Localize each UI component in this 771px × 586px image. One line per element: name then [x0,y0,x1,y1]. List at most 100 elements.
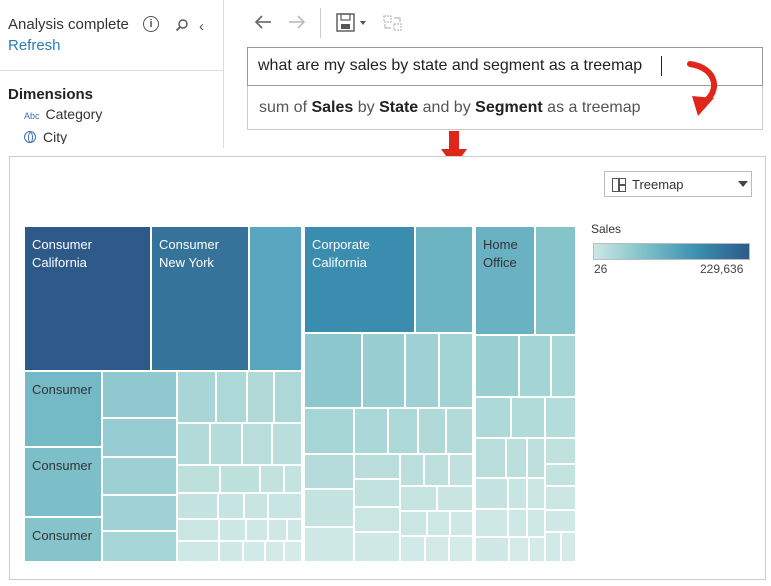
treemap-tile[interactable] [519,335,551,397]
treemap-tile[interactable] [475,397,511,438]
treemap-tile[interactable] [561,532,576,562]
treemap-tile[interactable] [243,541,265,562]
treemap-tile[interactable] [388,408,418,454]
treemap-tile[interactable] [418,408,446,454]
treemap-tile[interactable] [545,510,576,532]
treemap-tile[interactable] [102,371,177,418]
treemap-tile[interactable] [450,511,473,536]
treemap-tile[interactable] [475,335,519,397]
treemap-tile[interactable]: Consumer [24,447,102,517]
treemap-tile[interactable] [177,371,216,423]
treemap-tile[interactable] [220,465,260,493]
info-icon[interactable]: i [143,16,159,32]
treemap-tile[interactable] [425,536,449,562]
treemap-tile[interactable] [274,371,302,423]
treemap-tile[interactable] [508,509,527,537]
treemap-tile[interactable] [424,454,449,486]
treemap-tile[interactable] [545,397,576,438]
ask-data-input[interactable] [247,47,763,86]
treemap-tile[interactable] [449,536,473,562]
refresh-link[interactable]: Refresh [8,37,61,54]
treemap-tile[interactable] [545,486,576,510]
back-arrow-icon[interactable] [253,14,273,30]
treemap-tile[interactable] [529,537,545,562]
treemap-tile[interactable] [246,519,268,541]
treemap-tile[interactable] [218,493,244,519]
treemap-tile[interactable] [177,493,218,519]
treemap-tile[interactable] [508,478,527,509]
treemap-tile[interactable] [475,478,508,509]
treemap-tile[interactable] [551,335,576,397]
treemap-tile[interactable] [437,486,473,511]
treemap-tile[interactable] [242,423,272,465]
swap-icon[interactable] [382,13,404,33]
treemap-tile[interactable] [304,527,354,562]
treemap-tile[interactable] [177,465,220,493]
treemap-tile[interactable] [219,519,246,541]
treemap-tile[interactable] [177,423,210,465]
treemap-tile[interactable] [102,457,177,495]
treemap-tile[interactable] [268,519,287,541]
treemap-tile[interactable] [354,408,388,454]
treemap-tile[interactable] [475,509,508,537]
treemap-tile[interactable]: Consumer New York [151,226,249,371]
treemap-tile[interactable] [247,371,274,423]
treemap-tile[interactable] [511,397,545,438]
treemap-tile[interactable] [509,537,529,562]
treemap-tile[interactable]: Consumer [24,371,102,447]
viz-type-dropdown[interactable] [604,171,752,197]
treemap-tile[interactable] [177,519,219,541]
treemap-tile[interactable] [527,509,545,537]
treemap-tile[interactable] [449,454,473,486]
treemap-tile[interactable] [527,438,545,478]
collapse-pane-icon[interactable]: ‹ [199,18,204,35]
treemap-tile[interactable] [405,333,439,408]
search-icon[interactable] [175,18,189,32]
treemap-tile[interactable] [177,541,219,562]
treemap-tile[interactable] [400,486,437,511]
interpretation-suggestion[interactable] [247,86,763,130]
treemap-tile[interactable] [439,333,473,408]
treemap-tile[interactable] [475,438,506,478]
treemap-tile[interactable] [415,226,473,333]
field-category[interactable]: Abc Category [24,106,102,122]
treemap-tile[interactable] [102,531,177,562]
treemap-tile[interactable] [244,493,268,519]
treemap-tile[interactable]: Consumer [24,517,102,562]
treemap-tile[interactable] [102,495,177,531]
treemap-tile[interactable] [304,489,354,527]
save-icon[interactable] [336,13,370,33]
treemap-tile[interactable] [102,418,177,457]
treemap-tile[interactable] [545,532,561,562]
treemap-tile[interactable] [362,333,405,408]
treemap-tile[interactable]: Corporate California [304,226,415,333]
treemap-tile[interactable] [400,511,427,536]
treemap-tile[interactable] [284,465,302,493]
treemap-tile[interactable] [287,519,302,541]
treemap-tile[interactable] [210,423,242,465]
treemap-tile[interactable] [400,454,424,486]
treemap-tile[interactable] [304,454,354,489]
treemap-tile[interactable] [427,511,450,536]
treemap-tile[interactable] [354,454,400,479]
treemap-tile[interactable] [535,226,576,335]
treemap-tile[interactable] [475,537,509,562]
treemap-tile[interactable] [284,541,302,562]
forward-arrow-icon[interactable] [287,14,307,30]
treemap-tile[interactable] [545,464,576,486]
chevron-down-icon[interactable] [738,180,748,188]
treemap-tile[interactable] [272,423,302,465]
treemap-tile[interactable] [268,493,302,519]
treemap-tile[interactable] [527,478,545,509]
treemap-tile[interactable] [249,226,302,371]
treemap-tile[interactable]: Home Office [475,226,535,335]
treemap-tile[interactable] [304,408,354,454]
treemap-tile[interactable] [260,465,284,493]
treemap-tile[interactable] [400,536,425,562]
treemap-tile[interactable] [304,333,362,408]
treemap-tile[interactable] [354,507,400,532]
treemap-tile[interactable] [446,408,473,454]
treemap-tile[interactable] [219,541,243,562]
treemap-tile[interactable] [506,438,527,478]
treemap-tile[interactable] [265,541,284,562]
